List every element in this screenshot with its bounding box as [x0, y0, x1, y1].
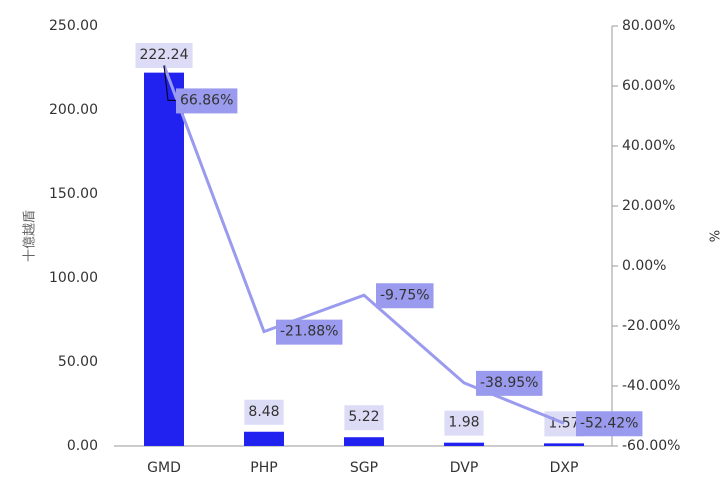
leader-line: [163, 65, 178, 101]
bar: [244, 431, 284, 446]
line-value-label: 66.86%: [180, 92, 233, 108]
y2-tick-label: 60.00%: [622, 78, 675, 94]
x-tick-label: DVP: [450, 460, 479, 476]
y-tick-label: 100.00: [49, 270, 98, 286]
y-tick-label: 0.00: [67, 438, 98, 454]
y2-tick-label: 40.00%: [622, 138, 675, 154]
y-tick-label: 150.00: [49, 186, 98, 202]
line-value-label-bg: [276, 319, 343, 345]
bar-value-label-bg: [344, 405, 384, 431]
x-tick-label: GMD: [147, 460, 181, 476]
line-value-label-bg: [176, 88, 238, 114]
line-value-label-bg: [476, 370, 543, 396]
line: [162, 64, 565, 425]
y2-tick-label: 80.00%: [622, 18, 675, 34]
y2-tick-label: 20.00%: [622, 198, 675, 214]
bar-value-label-bg: [135, 43, 193, 68]
bar: [344, 437, 384, 446]
y2-tick-label: -60.00%: [622, 438, 680, 454]
bar: [544, 443, 584, 446]
line-value-label: -21.88%: [280, 324, 338, 340]
y2-tick-label: -40.00%: [622, 378, 680, 394]
bar-value-label: 222.24: [140, 47, 189, 63]
x-tick-label: SGP: [350, 460, 378, 476]
y2-tick-label: 0.00%: [622, 258, 666, 274]
y2-tick-label: -20.00%: [622, 318, 680, 334]
bar-value-label-bg: [444, 410, 484, 436]
bar-value-label-bg: [244, 399, 284, 425]
y-axis-label: 十億越盾: [22, 210, 38, 262]
bar-value-label: 1.98: [448, 415, 479, 431]
bar-value-label: 8.48: [248, 404, 279, 420]
x-tick-label: DXP: [550, 460, 579, 476]
bar-value-label: 5.22: [348, 409, 379, 425]
bar: [444, 442, 484, 446]
x-tick-label: PHP: [250, 460, 277, 476]
line-value-label: -52.42%: [580, 415, 638, 431]
line-value-label-bg: [576, 411, 643, 437]
line-value-label: -9.75%: [380, 287, 430, 303]
y-tick-label: 50.00: [58, 354, 98, 370]
y-tick-label: 200.00: [49, 102, 98, 118]
y-tick-label: 250.00: [49, 18, 98, 34]
y2-axis-label: %: [709, 230, 724, 242]
line-value-label-bg: [376, 283, 434, 309]
bar: [144, 72, 184, 446]
line-value-label: -38.95%: [480, 375, 538, 391]
